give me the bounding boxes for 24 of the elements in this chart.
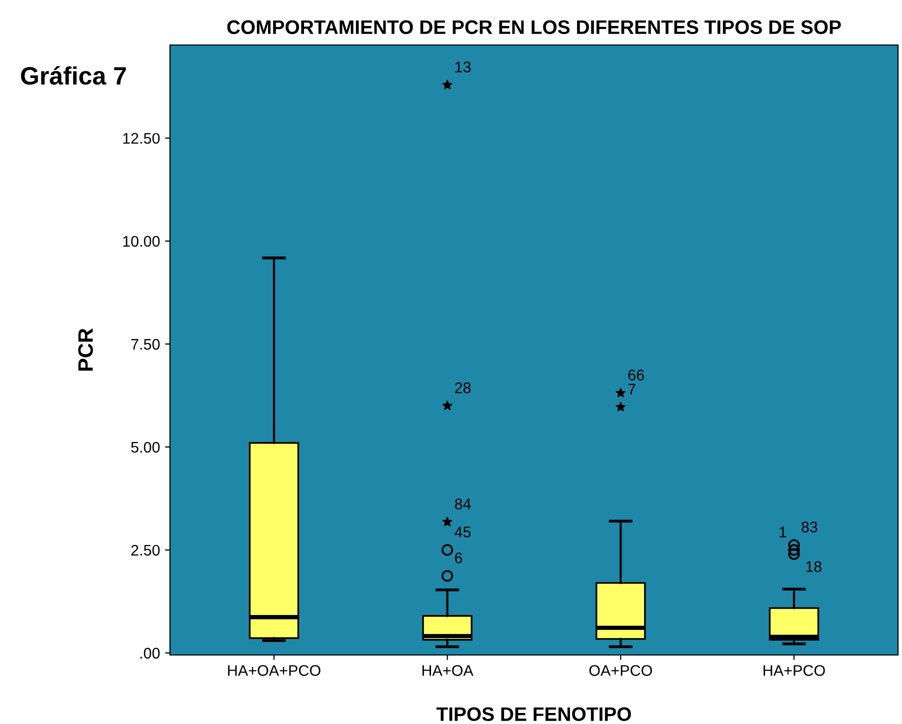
y-tick-label: .00	[140, 648, 160, 659]
y-tick-label: 12.50	[123, 132, 160, 144]
annotation: 18	[806, 561, 822, 572]
annotation: 28	[455, 382, 471, 394]
annotation: 66	[628, 370, 644, 380]
annotation: 7	[628, 384, 636, 394]
annotation: 84	[454, 498, 471, 510]
x-tick-label: HA+OA+PCO	[228, 665, 320, 676]
annotation: 45	[454, 526, 471, 538]
x-axis-title: TIPOS DE FENOTIPO	[436, 707, 631, 722]
y-axis-title: PCR	[78, 328, 93, 371]
y-tick-label: 2.50	[131, 544, 160, 556]
x-tick-label: HA+OA	[422, 665, 474, 676]
chart-title: COMPORTAMIENTO DE PCR EN LOS DIFERENTES TIPOS DE SOP	[227, 20, 841, 34]
y-tick-label: 7.50	[131, 338, 160, 350]
annotation: 1	[780, 526, 786, 538]
y-tick-label: 10.00	[123, 236, 160, 247]
x-tick-label: HA+PCO	[764, 665, 825, 676]
annotation: 13	[455, 62, 471, 72]
y-tick-label: 5.00	[131, 442, 160, 453]
text: Gráfica 7	[21, 66, 126, 85]
annotation: 83	[802, 522, 818, 532]
annotation: 6	[455, 552, 462, 564]
x-tick-label: OA+PCO	[589, 665, 652, 676]
